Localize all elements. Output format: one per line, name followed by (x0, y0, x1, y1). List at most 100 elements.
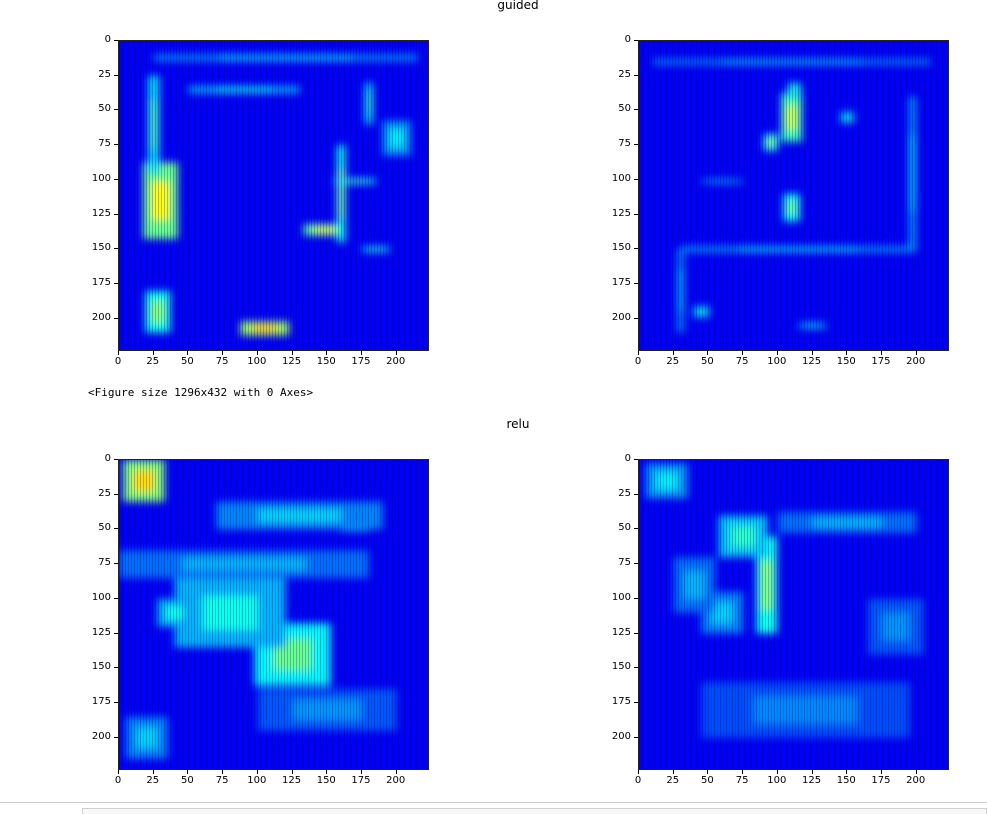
x-tick-label: 200 (906, 356, 926, 367)
x-tick-mark (256, 770, 258, 774)
y-tick-label: 175 (91, 695, 111, 707)
y-tick-mark (114, 701, 118, 703)
y-tick-mark (634, 528, 638, 530)
y-tick-mark (634, 632, 638, 634)
x-tick-label: 25 (666, 775, 680, 786)
x-tick-label: 75 (215, 356, 229, 367)
heatmap-svg (119, 460, 428, 769)
y-tick-label: 50 (98, 522, 111, 534)
y-tick-label: 200 (91, 311, 111, 323)
y-tick-label: 200 (611, 311, 631, 323)
y-tick-mark (114, 74, 118, 76)
x-tick-label: 200 (386, 775, 406, 786)
x-tick-label: 125 (802, 356, 822, 367)
x-tick-mark (672, 351, 674, 355)
x-tick-label: 100 (767, 775, 787, 786)
x-tick-mark (915, 351, 917, 355)
x-tick-mark (291, 770, 293, 774)
heatmap-svg (639, 460, 948, 769)
y-tick-mark (634, 282, 638, 284)
x-tick-mark (707, 351, 709, 355)
x-tick-mark (187, 351, 189, 355)
x-tick-label: 0 (634, 356, 642, 367)
x-tick-label: 100 (247, 356, 267, 367)
x-tick-label: 50 (181, 775, 194, 786)
y-tick-mark (634, 178, 638, 180)
x-tick-mark (395, 770, 397, 774)
x-tick-label: 50 (181, 356, 194, 367)
figure-title-relu: relu (506, 417, 530, 431)
heatmap-relu-right (638, 459, 949, 770)
x-tick-label: 100 (247, 775, 267, 786)
x-tick-mark (326, 351, 328, 355)
x-tick-label: 125 (802, 775, 822, 786)
y-tick-label: 125 (91, 626, 111, 638)
x-tick-mark (672, 770, 674, 774)
y-tick-mark (114, 632, 118, 634)
y-tick-mark (634, 213, 638, 215)
x-tick-mark (152, 770, 154, 774)
x-tick-label: 175 (351, 356, 371, 367)
x-tick-mark (291, 351, 293, 355)
y-tick-mark (114, 144, 118, 146)
y-tick-label: 175 (91, 276, 111, 288)
x-tick-mark (811, 351, 813, 355)
y-tick-mark (634, 317, 638, 319)
x-tick-label: 150 (836, 356, 856, 367)
y-tick-label: 125 (91, 207, 111, 219)
x-tick-mark (360, 770, 362, 774)
x-tick-mark (880, 351, 882, 355)
x-tick-label: 0 (634, 775, 642, 786)
y-tick-label: 200 (611, 730, 631, 742)
y-tick-label: 0 (104, 34, 111, 45)
y-tick-mark (114, 736, 118, 738)
y-tick-label: 75 (618, 557, 631, 569)
x-tick-mark (395, 351, 397, 355)
y-tick-label: 100 (91, 172, 111, 184)
x-tick-mark (776, 351, 778, 355)
y-tick-label: 0 (624, 453, 631, 464)
x-tick-mark (222, 351, 224, 355)
y-tick-label: 150 (91, 661, 111, 673)
heatmap-texture (119, 460, 428, 769)
y-tick-label: 25 (618, 487, 631, 499)
y-tick-label: 25 (618, 68, 631, 80)
x-tick-label: 50 (701, 356, 714, 367)
x-tick-mark (846, 770, 848, 774)
y-tick-label: 50 (618, 522, 631, 534)
next-code-cell[interactable] (82, 808, 987, 814)
x-tick-label: 100 (767, 356, 787, 367)
y-tick-mark (634, 563, 638, 565)
x-tick-label: 50 (701, 775, 714, 786)
y-tick-mark (114, 563, 118, 565)
y-tick-label: 150 (611, 242, 631, 254)
x-tick-label: 150 (316, 356, 336, 367)
heatmap-texture (119, 41, 428, 350)
x-tick-mark (118, 351, 119, 355)
y-tick-label: 0 (104, 453, 111, 464)
y-tick-mark (114, 493, 118, 495)
x-tick-mark (846, 351, 848, 355)
y-tick-mark (114, 248, 118, 250)
x-tick-mark (638, 770, 639, 774)
heatmap-guided-left (118, 40, 429, 351)
x-tick-label: 200 (386, 356, 406, 367)
y-tick-label: 50 (98, 103, 111, 115)
x-tick-label: 150 (316, 775, 336, 786)
heatmap-guided-right (638, 40, 949, 351)
x-tick-mark (707, 770, 709, 774)
y-tick-mark (114, 282, 118, 284)
x-tick-mark (811, 770, 813, 774)
y-tick-label: 150 (91, 242, 111, 254)
x-tick-label: 75 (735, 356, 749, 367)
x-tick-label: 175 (871, 356, 891, 367)
y-tick-label: 125 (611, 626, 631, 638)
x-tick-mark (360, 351, 362, 355)
x-tick-label: 75 (215, 775, 229, 786)
heatmap-svg (119, 41, 428, 350)
heatmap-relu-left (118, 459, 429, 770)
x-tick-mark (256, 351, 258, 355)
y-tick-label: 0 (624, 34, 631, 45)
x-tick-mark (222, 770, 224, 774)
x-tick-label: 25 (666, 356, 680, 367)
